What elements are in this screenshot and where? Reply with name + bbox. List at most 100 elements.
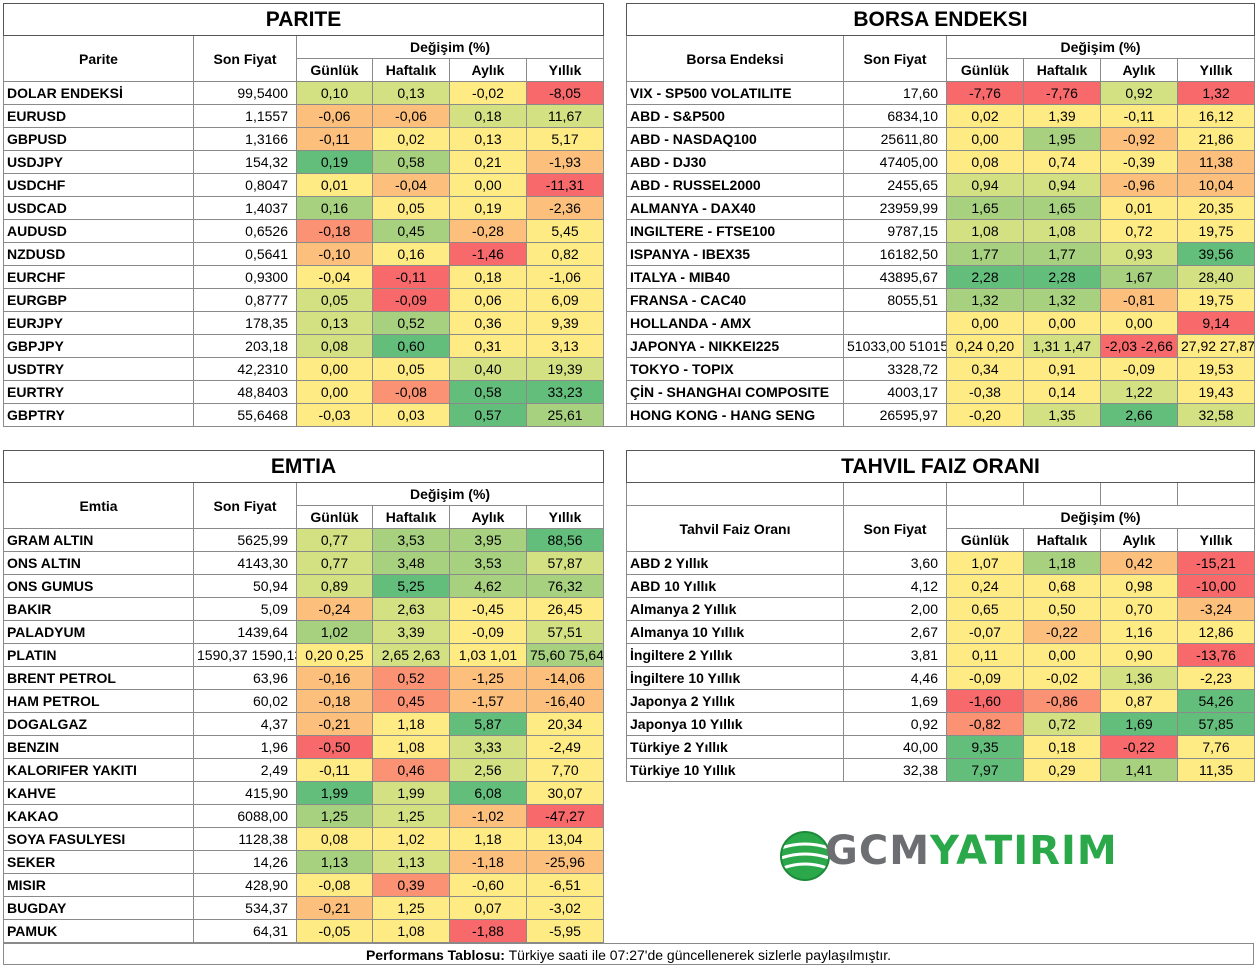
parite-row-change: 33,23	[525, 380, 605, 404]
tahvil-row-name: Almanya 2 Yıllık	[626, 597, 844, 621]
emtia-row-change: 0,89	[296, 574, 373, 598]
parite-row-change: -0,04	[372, 173, 450, 197]
emtia-row-change: -0,21	[296, 896, 373, 920]
logo-text: GCMYATIRIM	[825, 828, 1118, 874]
tahvil-row-price: 40,00	[843, 735, 947, 759]
borsa-row: INGILTERE - FTSE100 9787,15 1,08 1,08 0,72 19…	[626, 219, 1256, 243]
borsa-row-change: 1,39	[1023, 104, 1101, 128]
tahvil-row-change: 1,07	[946, 551, 1024, 575]
emtia-row: MISIR 428,90 -0,08 0,39 -0,60 -6,51	[3, 873, 605, 897]
emtia-row-change: 0,52	[372, 666, 450, 690]
parite-row-name: USDCHF	[3, 173, 194, 197]
emtia-row-name: BUGDAY	[3, 896, 194, 920]
borsa-row-price: 8055,51	[843, 288, 947, 312]
borsa-row-change: 0,92	[1100, 81, 1178, 105]
borsa-row-change: 2,28	[1023, 265, 1101, 289]
tahvil-row-name: Türkiye 2 Yıllık	[626, 735, 844, 759]
emtia-row-price: 5625,99	[193, 528, 297, 552]
borsa-period: Günlük	[946, 58, 1024, 82]
borsa-row-change: 32,58	[1176, 403, 1256, 427]
emtia-period: Yıllık	[525, 505, 605, 529]
parite-row-change: 0,16	[296, 196, 373, 220]
emtia-row-name: SEKER	[3, 850, 194, 874]
parite-row: GBPTRY 55,6468 -0,03 0,03 0,57 25,61	[3, 403, 605, 427]
parite-row-price: 203,18	[193, 334, 297, 358]
emtia-row-name: MISIR	[3, 873, 194, 897]
parite-period: Aylık	[449, 58, 527, 82]
parite-row-change: 0,18	[449, 265, 527, 289]
borsa-row-change: 0,00	[946, 311, 1024, 335]
borsa-row-change: 1,77	[946, 242, 1024, 266]
borsa-row-price: 2455,65	[843, 173, 947, 197]
borsa-row-price: 17,60	[843, 81, 947, 105]
borsa-row-change: -0,81	[1100, 288, 1178, 312]
gcm-logo: GCMYATIRIM	[775, 820, 1117, 890]
parite-row-price: 42,2310	[193, 357, 297, 381]
emtia-row-name: GRAM ALTIN	[3, 528, 194, 552]
emtia-row-price: 63,96	[193, 666, 297, 690]
parite-row-change: 0,21	[449, 150, 527, 174]
parite-row-change: -1,46	[449, 242, 527, 266]
emtia-col-name: Emtia	[3, 482, 194, 529]
parite-table: PARITE Parite Son Fiyat Değişim (%) Günl…	[2, 3, 605, 427]
tahvil-row: Türkiye 2 Yıllık 40,00 9,35 0,18 -0,22 7,76	[626, 735, 1256, 759]
emtia-row-change: 0,45	[372, 689, 450, 713]
tahvil-period: Günlük	[946, 528, 1024, 552]
tahvil-row-name: ABD 10 Yıllık	[626, 574, 844, 598]
borsa-row-change: 10,04	[1176, 173, 1256, 197]
emtia-row: BRENT PETROL 63,96 -0,16 0,52 -1,25 -14,06	[3, 666, 605, 690]
borsa-row-change: -0,38	[946, 380, 1024, 404]
emtia-row-price: 4143,30	[193, 551, 297, 575]
emtia-row-change: -0,09	[449, 620, 527, 644]
tahvil-row: Almanya 2 Yıllık 2,00 0,65 0,50 0,70 -3,24	[626, 597, 1256, 621]
emtia-row-change: 2,56	[449, 758, 527, 782]
tahvil-row-change: -2,23	[1176, 666, 1256, 690]
emtia-row-change: 88,56	[525, 528, 605, 552]
parite-row-change: 19,39	[525, 357, 605, 381]
blank-cell	[626, 482, 844, 506]
parite-row-name: GBPUSD	[3, 127, 194, 151]
borsa-row-name: VIX - SP500 VOLATILITE	[626, 81, 844, 105]
emtia-row-change: -1,57	[449, 689, 527, 713]
parite-row-price: 154,32	[193, 150, 297, 174]
emtia-row-change: 6,08	[449, 781, 527, 805]
borsa-period: Haftalık	[1023, 58, 1101, 82]
parite-row: USDCAD 1,4037 0,16 0,05 0,19 -2,36	[3, 196, 605, 220]
parite-row-change: 5,45	[525, 219, 605, 243]
separator-line	[3, 426, 1254, 427]
emtia-row-price: 50,94	[193, 574, 297, 598]
parite-row-name: EURGBP	[3, 288, 194, 312]
emtia-row: PALADYUM 1439,64 1,02 3,39 -0,09 57,51	[3, 620, 605, 644]
parite-row-change: -0,18	[296, 219, 373, 243]
tahvil-row-change: 1,36	[1100, 666, 1178, 690]
tahvil-row-change: -1,60	[946, 689, 1024, 713]
emtia-row-price: 5,09	[193, 597, 297, 621]
borsa-row-change: 0,01	[1100, 196, 1178, 220]
borsa-row-name: ISPANYA - IBEX35	[626, 242, 844, 266]
emtia-row: HAM PETROL 60,02 -0,18 0,45 -1,57 -16,40	[3, 689, 605, 713]
borsa-row-change: 1,32	[1023, 288, 1101, 312]
borsa-row-change: 0,93	[1100, 242, 1178, 266]
tahvil-row: İngiltere 2 Yıllık 3,81 0,11 0,00 0,90 -13,76	[626, 643, 1256, 667]
emtia-row-name: PLATIN	[3, 643, 194, 667]
emtia-row-change: 3,95	[449, 528, 527, 552]
emtia-row-change: 0,46	[372, 758, 450, 782]
tahvil-row-change: 9,35	[946, 735, 1024, 759]
tahvil-col-price: Son Fiyat	[843, 505, 947, 552]
borsa-row-change: 2,66	[1100, 403, 1178, 427]
tahvil-row-change: 0,70	[1100, 597, 1178, 621]
borsa-row-change: -0,20	[946, 403, 1024, 427]
parite-row-change: -0,10	[296, 242, 373, 266]
logo-gcm: GCM	[825, 828, 930, 874]
parite-row: USDJPY 154,32 0,19 0,58 0,21 -1,93	[3, 150, 605, 174]
borsa-row-name: ABD - S&P500	[626, 104, 844, 128]
borsa-row-change: 27,92 27,87	[1176, 334, 1256, 358]
borsa-row-price: 25611,80	[843, 127, 947, 151]
borsa-row: HOLLANDA - AMX 0,00 0,00 0,00 9,14	[626, 311, 1256, 335]
borsa-row-change: 1,31 1,47	[1023, 334, 1101, 358]
emtia-row-price: 6088,00	[193, 804, 297, 828]
tahvil-row-change: -0,86	[1023, 689, 1101, 713]
borsa-row-name: FRANSA - CAC40	[626, 288, 844, 312]
parite-row-change: -11,31	[525, 173, 605, 197]
borsa-row-name: ALMANYA - DAX40	[626, 196, 844, 220]
